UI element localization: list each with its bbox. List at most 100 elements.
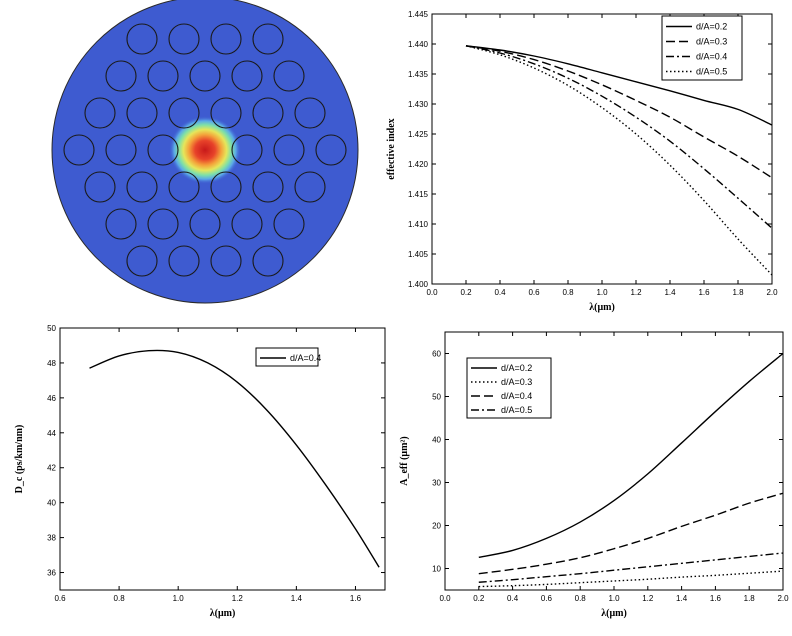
y-tick-label: 40 xyxy=(47,499,56,508)
air-hole xyxy=(210,97,242,129)
x-tick-label: 1.2 xyxy=(630,288,642,297)
air-hole xyxy=(210,171,242,203)
dispersion-chart-panel: 0.6 0.8 1.0 1.2 1.4 1.6 36 38 40 42 44 46 48 50 λ(μm) D… xyxy=(0,318,395,636)
series-line-d-a-0-4 xyxy=(478,492,784,575)
air-hole xyxy=(231,208,263,240)
x-tick-label: 1.6 xyxy=(710,594,722,603)
air-hole xyxy=(168,97,200,129)
y-tick-label: 44 xyxy=(47,429,56,438)
legend-box xyxy=(255,347,319,367)
y-axis-label: effective index xyxy=(386,118,397,179)
legend-entry-label: d/A=0.2 xyxy=(501,363,532,373)
y-tick-label: 36 xyxy=(47,569,56,578)
air-hole xyxy=(210,245,242,277)
series-line-d-a-0-4 xyxy=(89,349,380,568)
y-axis-label: A_eff (μm²) xyxy=(399,436,410,485)
series-line-d-a-0-2 xyxy=(465,45,773,126)
x-tick-label: 1.4 xyxy=(291,594,303,603)
y-tick-label: 10 xyxy=(432,565,441,574)
air-hole xyxy=(294,171,326,203)
air-hole xyxy=(168,23,200,55)
series-line-d-a-0-3 xyxy=(478,570,784,588)
air-hole xyxy=(273,60,305,92)
y-tick-label: 20 xyxy=(432,522,441,531)
y-tick-label: 1.445 xyxy=(408,10,429,19)
x-tick-label: 0.6 xyxy=(541,594,553,603)
x-tick-label: 1.6 xyxy=(350,594,362,603)
y-tick-label: 30 xyxy=(432,479,441,488)
y-tick-label: 1.405 xyxy=(408,250,429,259)
x-tick-label: 1.2 xyxy=(642,594,654,603)
air-hole xyxy=(168,171,200,203)
series-line-d-a-0-2 xyxy=(478,352,784,559)
air-hole xyxy=(105,60,137,92)
x-tick-label: 0.4 xyxy=(507,594,519,603)
y-tick-label: 50 xyxy=(47,324,56,333)
x-tick-label: 1.2 xyxy=(232,594,244,603)
air-hole xyxy=(147,134,179,166)
air-hole xyxy=(252,23,284,55)
dispersion-chart: 0.6 0.8 1.0 1.2 1.4 1.6 36 38 40 42 44 46 48 50 λ(μm) D… xyxy=(14,324,386,619)
y-tick-label: 1.435 xyxy=(408,70,429,79)
air-hole xyxy=(126,245,158,277)
air-hole xyxy=(252,245,284,277)
x-tick-label: 0.2 xyxy=(473,594,485,603)
legend-entry-label: d/A=0.5 xyxy=(696,67,727,77)
legend-entry-label: d/A=0.4 xyxy=(696,52,727,62)
x-tick-label: 1.8 xyxy=(744,594,756,603)
y-axis-label: D_c (ps/km/nm) xyxy=(14,425,25,494)
air-hole xyxy=(126,23,158,55)
air-hole xyxy=(231,60,263,92)
air-hole xyxy=(147,208,179,240)
x-tick-label: 2.0 xyxy=(766,288,778,297)
effective-index-chart-panel: 0.0 0.2 0.4 0.6 0.8 1.0 1.2 1.4 1.6 1.8 2.0 1.400 1.… xyxy=(370,0,780,318)
plot-frame xyxy=(59,327,386,591)
air-hole xyxy=(273,208,305,240)
x-tick-label: 0.6 xyxy=(528,288,540,297)
legend-entry-label: d/A=0.4 xyxy=(501,391,532,401)
x-tick-label: 1.8 xyxy=(732,288,744,297)
y-tick-label: 48 xyxy=(47,359,56,368)
x-tick-label: 1.0 xyxy=(173,594,185,603)
y-tick-label: 1.415 xyxy=(408,190,429,199)
x-tick-label: 0.6 xyxy=(54,594,66,603)
x-axis-label: λ(μm) xyxy=(210,608,236,619)
core-mode-field xyxy=(169,116,241,184)
air-hole xyxy=(147,60,179,92)
fiber-cross-section xyxy=(51,0,359,304)
y-tick-label: 50 xyxy=(432,393,441,402)
air-hole xyxy=(231,134,263,166)
air-hole xyxy=(189,60,221,92)
air-hole xyxy=(168,245,200,277)
air-hole xyxy=(84,97,116,129)
air-hole xyxy=(84,171,116,203)
legend-entry-label: d/A=0.4 xyxy=(290,353,321,363)
air-hole xyxy=(126,97,158,129)
y-tick-label: 1.425 xyxy=(408,130,429,139)
y-tick-label: 42 xyxy=(47,464,56,473)
air-hole xyxy=(63,134,95,166)
x-tick-label: 0.0 xyxy=(439,594,451,603)
y-tick-label: 40 xyxy=(432,436,441,445)
legend-entry-label: d/A=0.2 xyxy=(696,22,727,32)
air-hole xyxy=(210,23,242,55)
series-line-d-a-0-4 xyxy=(465,45,773,229)
x-tick-label: 0.8 xyxy=(114,594,126,603)
x-axis-label: λ(μm) xyxy=(601,608,627,619)
air-hole xyxy=(273,134,305,166)
x-tick-label: 1.4 xyxy=(664,288,676,297)
y-tick-label: 38 xyxy=(47,534,56,543)
y-tick-label: 46 xyxy=(47,394,56,403)
y-tick-label: 1.400 xyxy=(408,280,429,289)
x-tick-label: 0.8 xyxy=(575,594,587,603)
x-tick-label: 0.2 xyxy=(460,288,472,297)
air-hole xyxy=(252,171,284,203)
y-tick-label: 60 xyxy=(432,350,441,359)
air-hole xyxy=(105,208,137,240)
x-tick-label: 0.0 xyxy=(426,288,438,297)
air-hole xyxy=(105,134,137,166)
y-tick-label: 1.440 xyxy=(408,40,429,49)
fiber-cross-section-panel xyxy=(40,0,370,310)
x-tick-label: 1.4 xyxy=(676,594,688,603)
x-tick-label: 0.4 xyxy=(494,288,506,297)
